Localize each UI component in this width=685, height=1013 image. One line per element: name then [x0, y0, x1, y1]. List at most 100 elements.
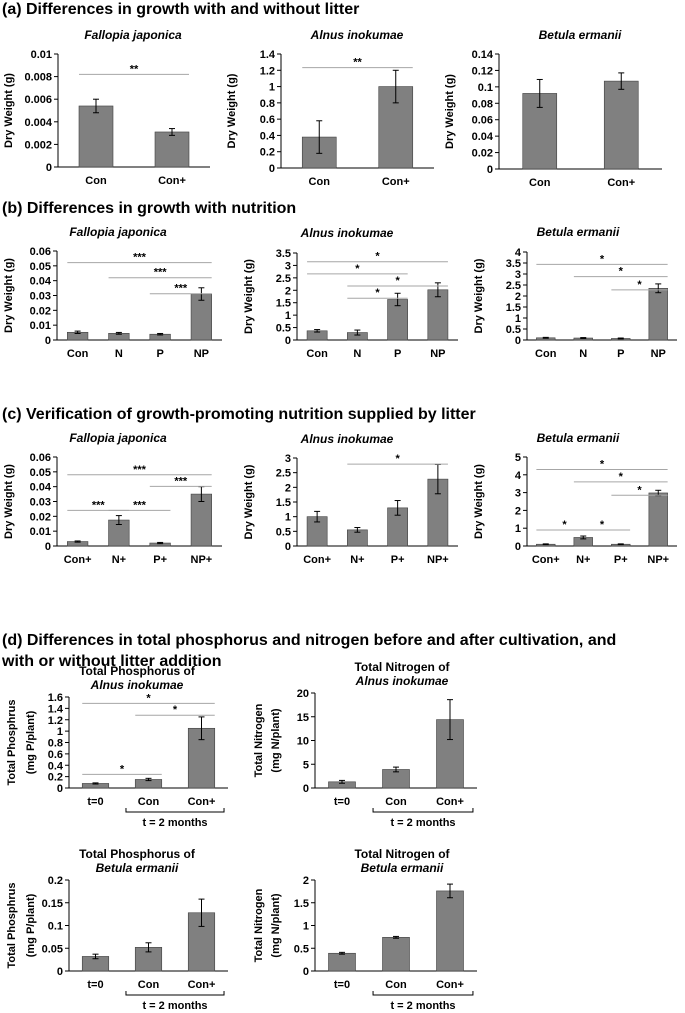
bar [648, 287, 668, 341]
y-tick-label: 5 [303, 759, 309, 771]
x-tick-label: Con [85, 175, 107, 187]
y-tick-label: 0.04 [30, 482, 52, 494]
chart-c2: Alnus inokumae Dry Weight (g) 0 0.5 1 1.5 2 2.5… [243, 432, 458, 566]
group-bracket [125, 808, 225, 813]
x-tick-label: N+ [350, 554, 364, 566]
x-tick-label: Con [67, 348, 89, 360]
x-tick-label: N+ [112, 554, 126, 566]
significance-label: * [375, 251, 380, 263]
x-tick-label: Con+ [158, 175, 186, 187]
group-bracket [372, 808, 474, 813]
x-tick-label: Con [306, 348, 328, 360]
y-tick-label: 3 [285, 260, 291, 272]
y-tick-label: 0.2 [48, 772, 63, 784]
chart-c3: Betula ermanii Dry Weight (g) 0 1 2 3 4 5 Con+ N+… [473, 431, 677, 566]
y-tick-label: 0.4 [48, 760, 64, 772]
chart-title: Betula ermanii [539, 28, 622, 42]
bar [382, 937, 410, 972]
significance-label: * [355, 263, 360, 275]
y-tick-label: 0 [285, 541, 291, 553]
y-tick-label: 0 [487, 164, 493, 176]
significance-label: ** [353, 57, 362, 69]
y-tick-label: 0.2 [48, 875, 63, 887]
y-tick-label: 0 [285, 335, 291, 347]
y-tick-label: 0 [57, 966, 63, 978]
y-tick-label: 0 [303, 966, 309, 978]
y-tick-label: 0.004 [24, 117, 52, 129]
y-tick-label: 15 [297, 712, 309, 724]
chart-a1: Fallopia japonica Dry Weight (g) 0 0.002 0.0… [3, 28, 210, 187]
bar [328, 952, 356, 972]
chart-title-line1: Total Phosphorus of [79, 664, 196, 678]
y-tick-label: 3.5 [506, 258, 521, 270]
chart-title-line1: Total Phosphorus of [79, 847, 196, 861]
y-tick-label: 0.02 [472, 148, 493, 160]
x-tick-label: Con+ [532, 554, 560, 566]
x-tick-label: Con [385, 796, 407, 808]
y-axis-label-units: (mg P/plant) [25, 710, 37, 774]
y-tick-label: 0.14 [472, 49, 494, 61]
bar [648, 492, 668, 547]
x-tick-label: Con [138, 796, 160, 808]
y-tick-label: 0 [57, 783, 63, 795]
y-tick-label: 0.6 [48, 749, 63, 761]
chart-c1: Fallopia japonica Dry Weight (g) 0 0.01 0.02… [3, 431, 222, 566]
y-tick-label: 2 [285, 482, 291, 494]
y-tick-label: 1 [515, 313, 521, 325]
y-tick-label: 0.03 [30, 291, 51, 303]
chart-title-line1: Total Nitrogen of [354, 660, 450, 674]
y-tick-label: 1.6 [48, 692, 63, 704]
y-tick-label: 10 [297, 736, 309, 748]
y-tick-label: 0 [303, 783, 309, 795]
y-tick-label: 0.006 [24, 94, 52, 106]
chart-title-line2: Alnus inokumae [355, 674, 449, 688]
x-tick-label: Con+ [64, 554, 92, 566]
section-title-d-line2: with or without litter addition [2, 653, 222, 670]
y-tick-label: 0.5 [294, 943, 309, 955]
x-tick-label: P+ [153, 554, 167, 566]
y-axis-label: Dry Weight (g) [3, 464, 15, 539]
x-tick-label: P+ [391, 554, 405, 566]
y-tick-label: 1 [269, 82, 275, 94]
y-tick-label: 0.05 [42, 943, 63, 955]
y-tick-label: 0.01 [31, 49, 52, 61]
bar [603, 80, 639, 170]
significance-label: * [395, 453, 400, 465]
group-bracket [372, 991, 474, 996]
y-axis-label-units: (mg N/plant) [270, 708, 282, 772]
y-tick-label: 0.6 [260, 114, 275, 126]
y-tick-label: 0.008 [24, 72, 52, 84]
y-tick-label: 0.5 [276, 323, 291, 335]
y-axis-label: Dry Weight (g) [473, 258, 485, 333]
section-title-b: (b) Differences in growth with nutrition [2, 200, 297, 217]
bar [78, 105, 114, 168]
significance-label: * [619, 266, 624, 278]
x-tick-label: N+ [576, 554, 590, 566]
y-axis-label: Dry Weight (g) [3, 258, 15, 333]
y-tick-label: 0.05 [30, 261, 51, 273]
chart-b1: Fallopia japonica Dry Weight (g) 0 0.01 0.02… [3, 225, 222, 360]
y-tick-label: 0.8 [260, 98, 275, 110]
chart-title-line2: Alnus inokumae [90, 678, 184, 692]
y-tick-label: 3 [515, 269, 521, 281]
y-tick-label: 0.04 [30, 276, 52, 288]
x-tick-label: Con [138, 979, 160, 991]
y-tick-label: 0.06 [30, 246, 51, 258]
y-tick-label: 0.03 [30, 497, 51, 509]
y-tick-label: 0.5 [276, 526, 291, 538]
significance-label: * [562, 519, 567, 531]
x-tick-label: P [394, 348, 401, 360]
bar [436, 890, 464, 972]
x-tick-label: Con [309, 176, 331, 188]
significance-label: * [600, 458, 605, 470]
group-label: t = 2 months [390, 1000, 455, 1012]
y-tick-label: 2 [515, 291, 521, 303]
chart-b3: Betula ermanii Dry Weight (g) 00.511.522.5… [473, 225, 677, 360]
y-tick-label: 1.5 [506, 302, 521, 314]
significance-label: * [637, 484, 642, 496]
y-tick-label: 1 [285, 310, 291, 322]
